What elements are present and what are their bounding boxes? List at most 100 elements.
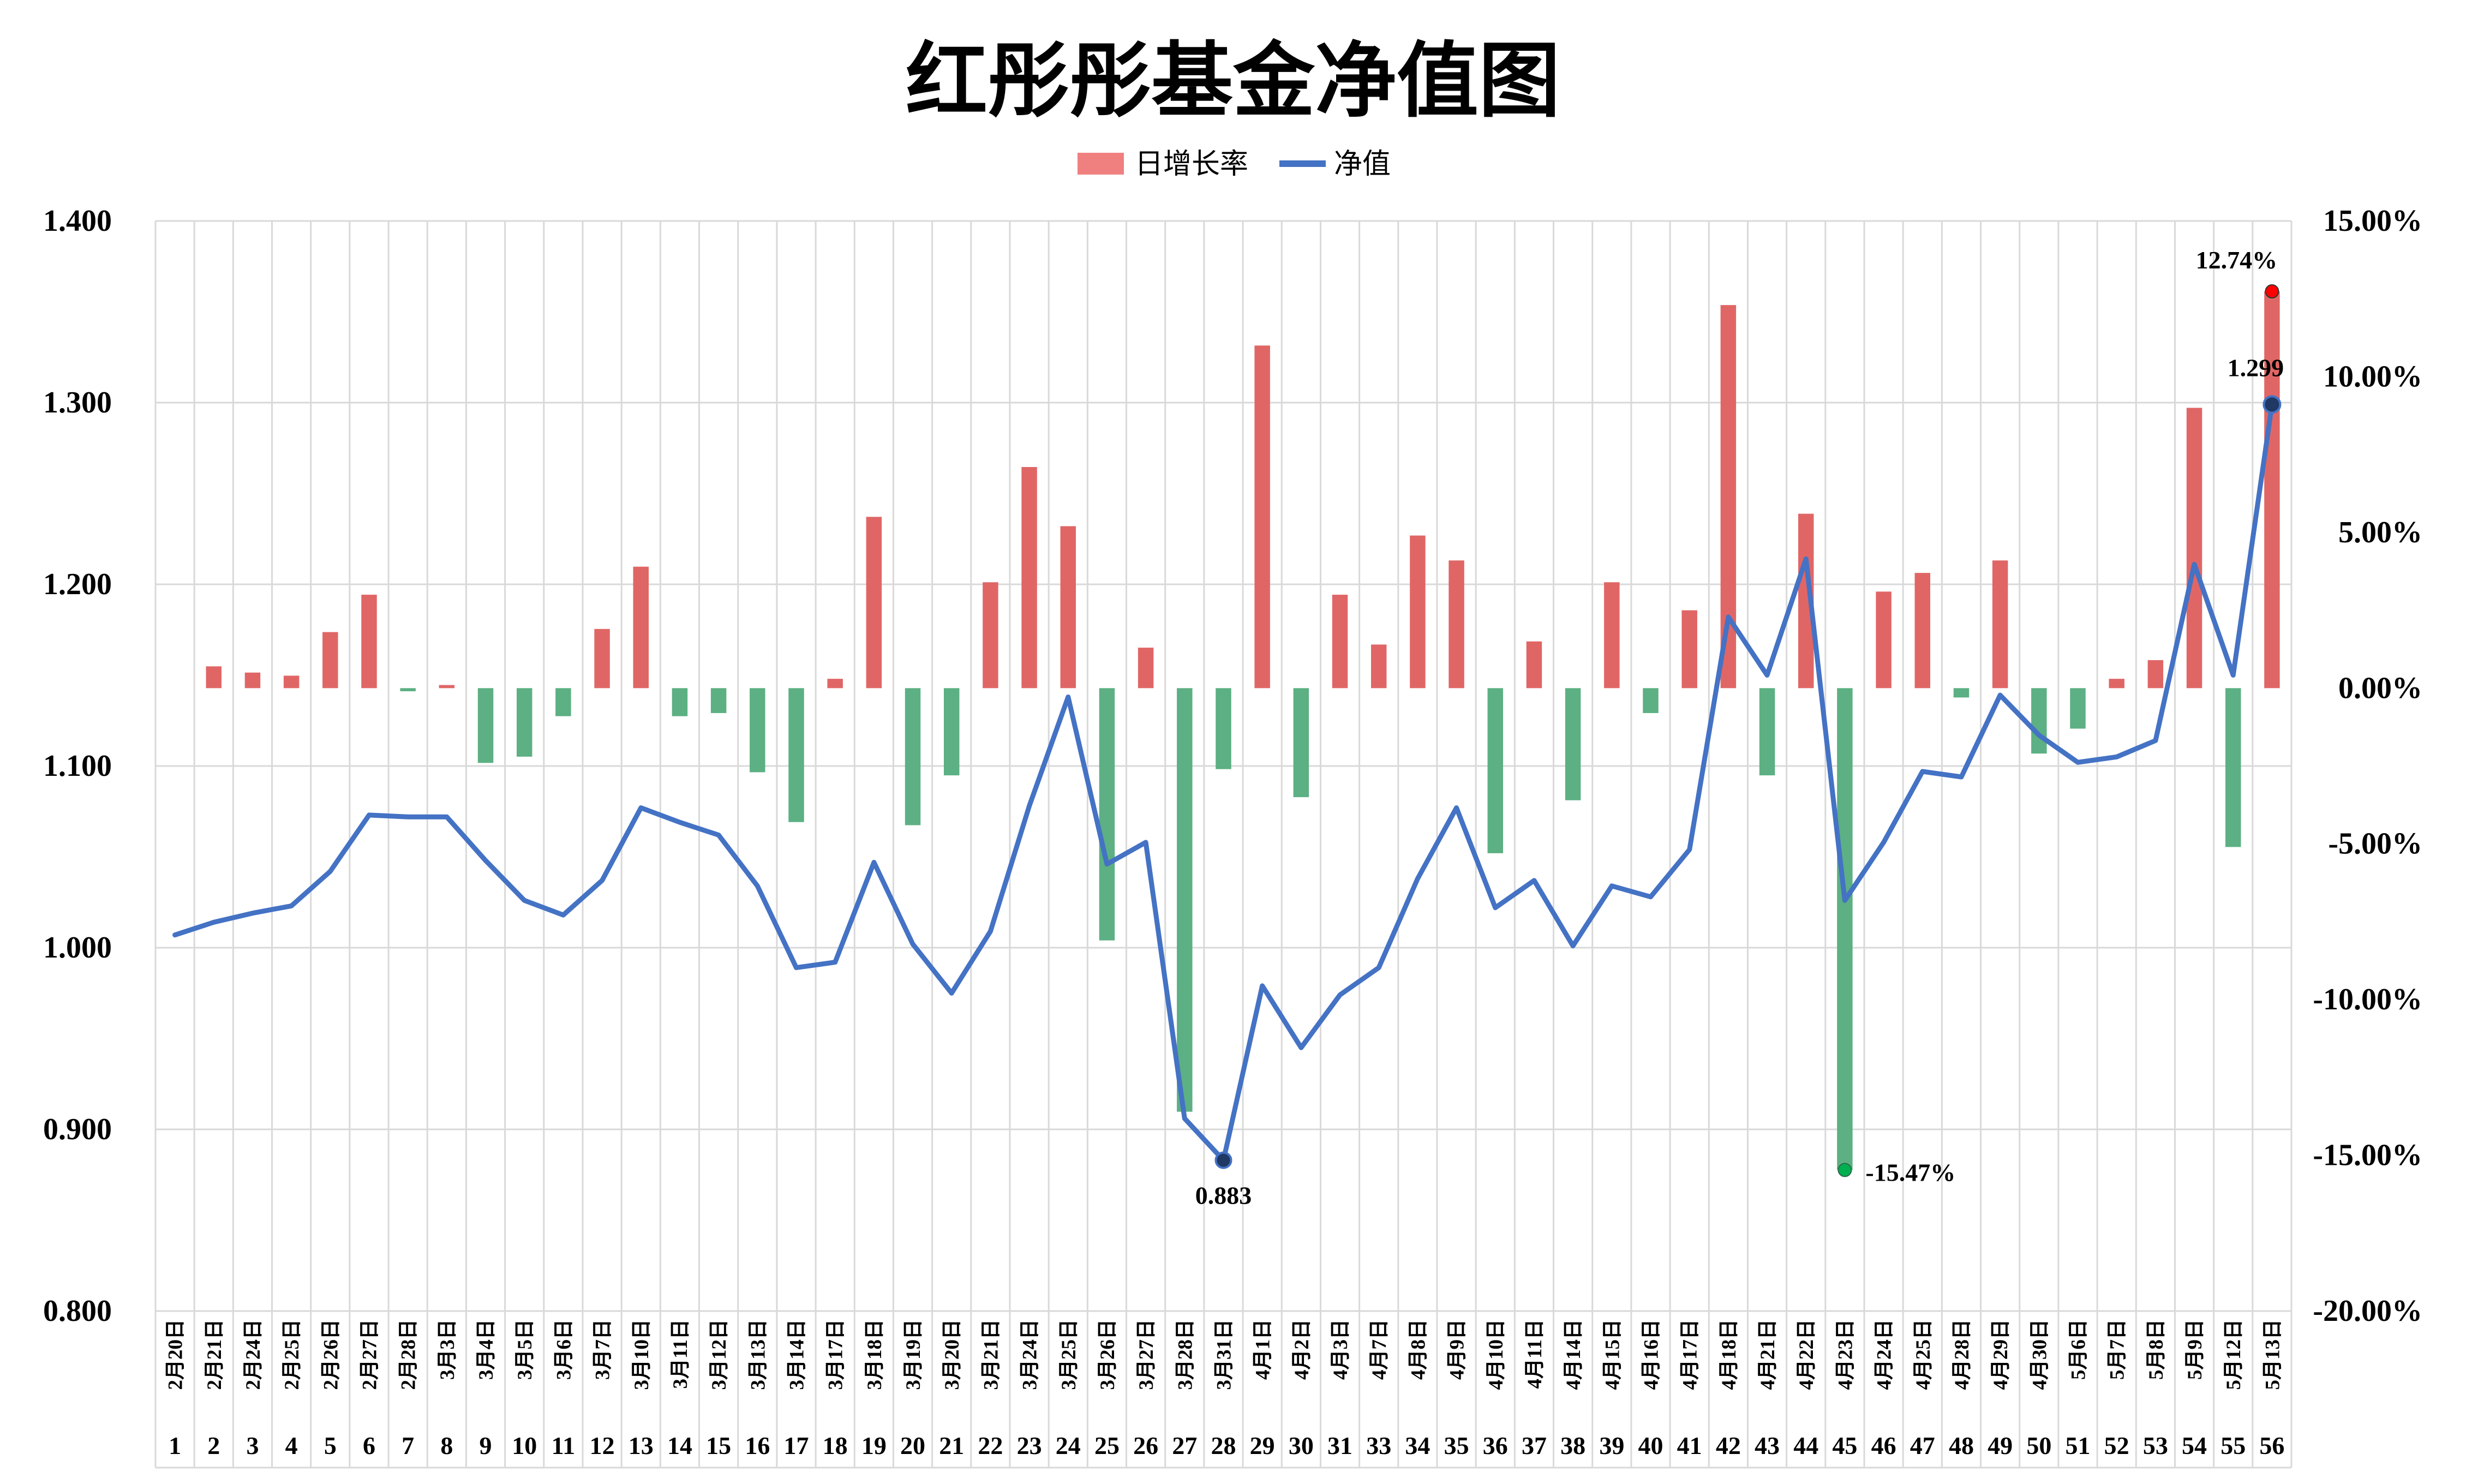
x-date-label: 3月25日 (1058, 1319, 1080, 1390)
bar-positive (1449, 560, 1464, 689)
bar-negative (1565, 688, 1581, 800)
bar-negative (1216, 688, 1231, 769)
x-index-label: 33 (1366, 1432, 1391, 1459)
x-date-label: 4月15日 (1601, 1319, 1624, 1390)
x-date-label: 3月31日 (1213, 1319, 1236, 1390)
bar-positive (594, 629, 610, 689)
x-index-label: 46 (1871, 1432, 1896, 1459)
bar-positive (2186, 408, 2202, 689)
x-date-label: 3月3日 (436, 1319, 459, 1380)
x-date-label: 2月25日 (281, 1319, 303, 1390)
bar-negative (750, 688, 765, 773)
x-date-label: 2月26日 (320, 1319, 342, 1390)
x-date-label: 3月19日 (902, 1319, 925, 1390)
x-index-label: 35 (1444, 1432, 1469, 1459)
x-date-label: 3月12日 (708, 1319, 731, 1390)
bar-positive (244, 672, 261, 689)
x-index-label: 30 (1289, 1432, 1314, 1459)
x-index-label: 29 (1250, 1432, 1275, 1459)
right-tick-label: 10.00% (2323, 360, 2422, 393)
bar-series (206, 291, 2280, 1170)
x-index-label: 51 (2066, 1432, 2091, 1459)
bar-negative (1177, 688, 1193, 1112)
bar-negative (1487, 688, 1504, 853)
x-date-label: 3月21日 (980, 1319, 1002, 1390)
x-date-label: 5月9日 (2184, 1319, 2206, 1380)
bar-positive (2109, 679, 2124, 689)
bar-negative (943, 688, 960, 776)
bar-negative (2070, 688, 2086, 729)
x-index-label: 12 (590, 1432, 615, 1459)
x-date-label: 4月23日 (1834, 1319, 1857, 1390)
x-index-label: 2 (207, 1432, 220, 1459)
bar-positive (439, 685, 455, 689)
x-index-label: 44 (1793, 1432, 1818, 1459)
x-date-label: 4月24日 (1874, 1319, 1896, 1390)
x-date-label: 4月18日 (1718, 1319, 1740, 1390)
bar-positive (1681, 610, 1697, 689)
right-tick-label: -10.00% (2313, 983, 2422, 1016)
x-date-label: 2月24日 (242, 1319, 265, 1390)
x-index-label: 9 (480, 1432, 492, 1459)
legend-bar-swatch (1078, 153, 1124, 175)
bar-positive (1526, 641, 1542, 689)
left-tick-label: 0.800 (43, 1294, 112, 1328)
x-index-label: 55 (2220, 1432, 2246, 1459)
right-tick-label: 0.00% (2338, 671, 2422, 705)
x-date-label: 5月6日 (2068, 1319, 2090, 1380)
x-index-label: 21 (939, 1432, 964, 1459)
legend-label-rate: 日增长率 (1135, 148, 1248, 181)
bar-negative (1643, 688, 1659, 713)
left-tick-label: 1.300 (43, 386, 112, 420)
left-tick-label: 1.200 (43, 567, 112, 601)
x-date-label: 5月12日 (2223, 1319, 2245, 1390)
x-date-label: 4月10日 (1485, 1319, 1507, 1390)
x-date-label: 3月5日 (514, 1319, 536, 1380)
max-rate-marker (2265, 284, 2279, 299)
bar-positive (1370, 644, 1387, 689)
x-index-label: 1 (169, 1432, 181, 1459)
bar-positive (1060, 526, 1076, 689)
left-tick-label: 1.000 (43, 931, 112, 965)
line-series (172, 402, 2275, 1163)
bar-negative (1099, 688, 1115, 941)
x-index-label: 22 (978, 1432, 1003, 1459)
x-index-label: 50 (2026, 1432, 2051, 1459)
bar-positive (633, 566, 649, 689)
x-date-label: 4月1日 (1252, 1319, 1274, 1380)
x-date-label: 4月17日 (1679, 1319, 1702, 1390)
x-date-label: 2月28日 (398, 1319, 420, 1390)
x-index-label: 17 (784, 1432, 809, 1459)
x-date-label: 3月10日 (631, 1319, 653, 1390)
bar-positive (1876, 591, 1892, 689)
max-rate-label: 12.74% (2196, 246, 2278, 274)
x-index-label: 34 (1405, 1432, 1430, 1459)
bar-negative (1293, 688, 1309, 798)
x-date-label: 5月13日 (2261, 1319, 2284, 1390)
x-index-label: 53 (2143, 1432, 2168, 1459)
bar-positive (1138, 648, 1154, 689)
x-index-label: 49 (1988, 1432, 2013, 1459)
bar-negative (477, 688, 494, 763)
x-date-label: 5月7日 (2106, 1319, 2129, 1380)
bar-positive (2147, 660, 2164, 689)
x-index-label: 7 (402, 1432, 414, 1459)
right-tick-label: -5.00% (2328, 827, 2422, 861)
x-index-label: 56 (2259, 1432, 2284, 1459)
min-rate-label: -15.47% (1865, 1158, 1955, 1186)
x-date-label: 4月14日 (1563, 1319, 1585, 1390)
bar-negative (555, 688, 571, 716)
bar-positive (283, 675, 300, 689)
x-date-label: 4月2日 (1291, 1319, 1313, 1380)
left-tick-label: 1.100 (43, 749, 112, 783)
x-axis: 2月20日 1 2月21日 2 2月24日 3 2月25日 4 2月26日 5 2月27日 6 2月28… (165, 1319, 2285, 1459)
bar-positive (206, 666, 222, 689)
x-date-label: 2月20日 (165, 1319, 187, 1390)
bar-positive (827, 679, 843, 689)
x-index-label: 37 (1522, 1432, 1547, 1459)
x-index-label: 54 (2182, 1432, 2207, 1459)
bar-positive (866, 517, 882, 689)
x-date-label: 4月11日 (1524, 1319, 1546, 1389)
bar-negative (2225, 688, 2241, 847)
